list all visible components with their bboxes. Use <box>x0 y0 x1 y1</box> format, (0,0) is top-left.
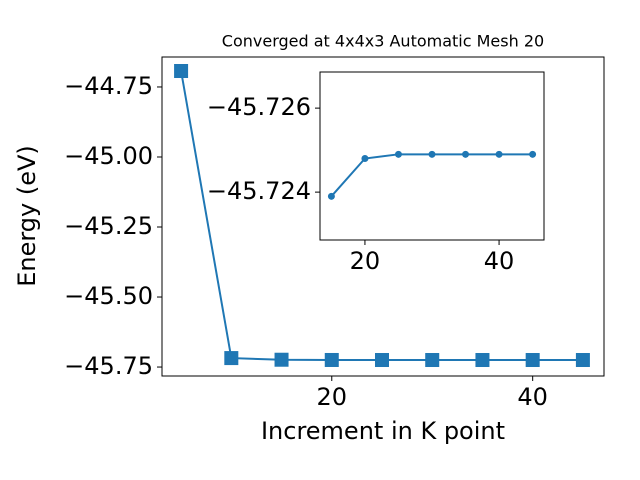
x-tick-label: 20 <box>350 247 381 275</box>
marker <box>174 64 189 79</box>
y-tick-label: −45.726 <box>207 93 311 121</box>
marker <box>525 353 540 368</box>
marker <box>327 192 335 200</box>
x-axis-label: Increment in K point <box>261 417 505 445</box>
marker <box>374 353 389 368</box>
x-tick-label: 40 <box>517 383 548 411</box>
marker <box>324 352 339 367</box>
marker <box>495 150 503 158</box>
marker <box>428 150 436 158</box>
y-axis-label: Energy (eV) <box>13 145 41 287</box>
marker <box>462 150 470 158</box>
y-tick-label: −45.25 <box>64 212 153 240</box>
marker <box>224 351 239 366</box>
marker <box>575 353 590 368</box>
chart-title: Converged at 4x4x3 Automatic Mesh 20 <box>222 32 544 51</box>
y-tick-label: −44.75 <box>64 72 153 100</box>
marker <box>425 353 440 368</box>
marker <box>274 352 289 367</box>
y-tick-label: −45.75 <box>64 352 153 380</box>
marker <box>361 155 369 163</box>
y-tick-label: −45.724 <box>207 177 311 205</box>
y-tick-label: −45.50 <box>64 282 153 310</box>
x-tick-label: 20 <box>316 383 347 411</box>
marker <box>529 150 537 158</box>
marker <box>394 150 402 158</box>
y-tick-label: −45.00 <box>64 142 153 170</box>
marker <box>475 353 490 368</box>
x-tick-label: 40 <box>484 247 515 275</box>
